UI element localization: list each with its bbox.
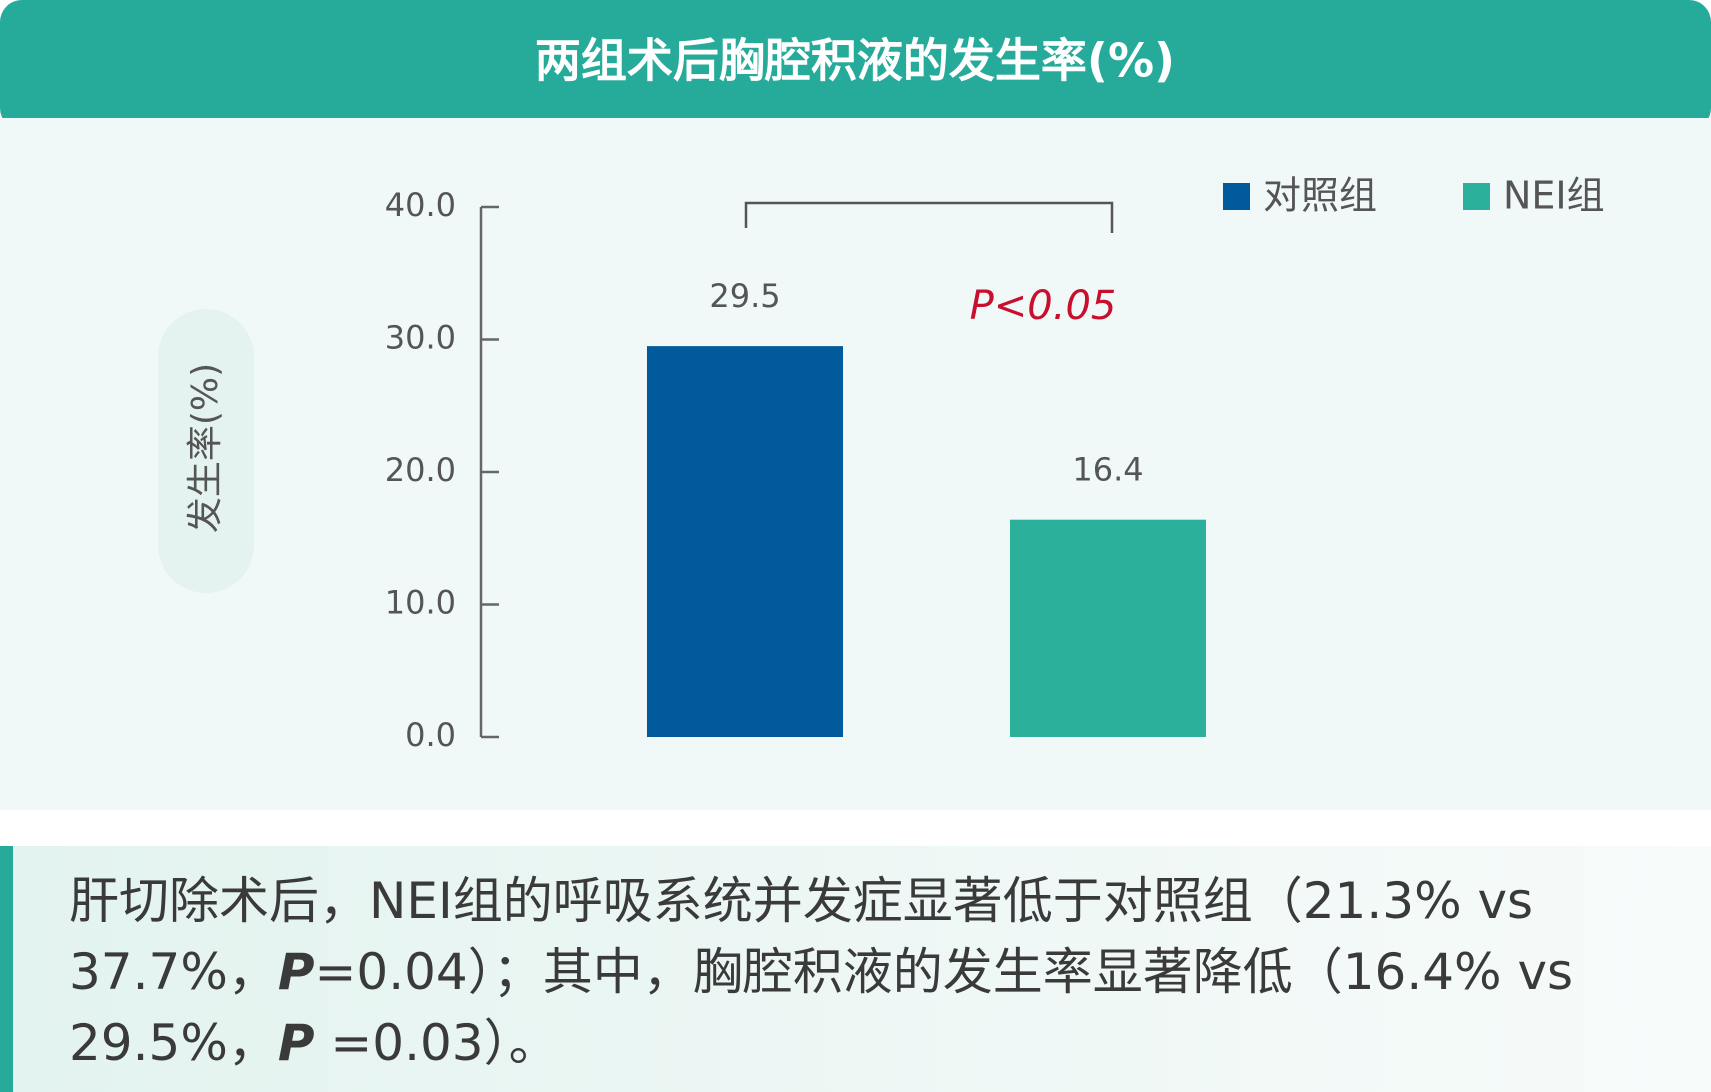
y-tick-label: 30.0 xyxy=(385,319,456,357)
legend-label: NEI组 xyxy=(1503,174,1605,218)
legend-swatch xyxy=(1223,183,1250,210)
value-label: 16.4 xyxy=(1072,451,1143,489)
caption-text: =0.03）。 xyxy=(314,1014,559,1072)
significance-bracket xyxy=(744,201,1114,233)
header-bg xyxy=(0,0,1711,130)
caption-text: P xyxy=(277,1014,315,1072)
caption-text: =0.04）；其中，胸腔积液的发生率显著降低（16.4% vs 29.5%， xyxy=(69,943,1574,1072)
y-tick-label: 20.0 xyxy=(385,451,456,489)
chart: 两组术后胸腔积液的发生率(%) 发生率(%) P<0.05 0.0 10.0 20.… xyxy=(0,0,1711,810)
annotation: P<0.05 xyxy=(970,283,1117,329)
value-label: 29.5 xyxy=(709,277,780,315)
chart-title: 两组术后胸腔积液的发生率(%) xyxy=(535,34,1175,88)
y-tick-label: 10.0 xyxy=(385,584,456,622)
bar xyxy=(1009,519,1207,737)
legend-swatch xyxy=(1463,183,1490,210)
panel-bg xyxy=(0,118,1711,810)
y-label-pill xyxy=(158,309,254,593)
bar xyxy=(646,346,844,737)
caption-text: P xyxy=(277,943,315,1001)
caption: 肝切除术后，NEI组的呼吸系统并发症显著低于对照组（21.3% vs 37.7%… xyxy=(0,846,1711,1092)
y-tick-label: 0.0 xyxy=(405,716,456,754)
legend-label: 对照组 xyxy=(1263,174,1377,218)
caption-text: 肝切除术后，NEI组的呼吸系统并发症显著低于对照组（21.3% vs 37.7%… xyxy=(69,872,1534,1001)
y-tick-label: 40.0 xyxy=(385,186,456,224)
y-axis-label: 发生率(%) xyxy=(185,363,226,533)
